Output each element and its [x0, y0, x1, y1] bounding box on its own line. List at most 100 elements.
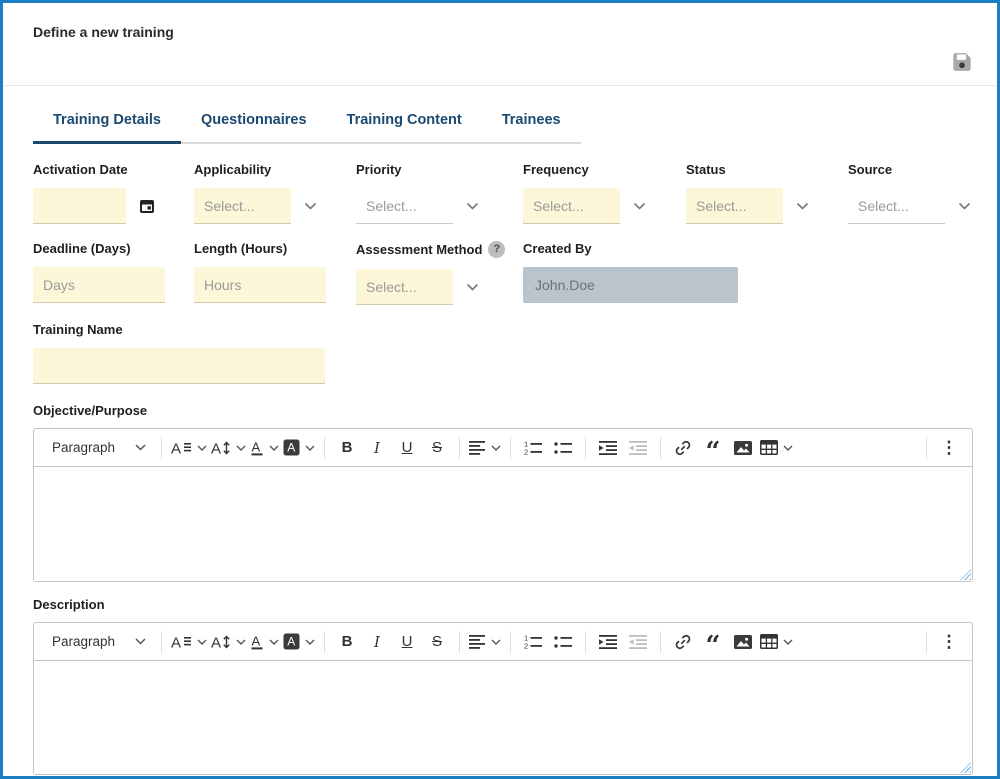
editor-resize-handle[interactable]: [960, 569, 971, 580]
priority-select[interactable]: Select...: [356, 188, 523, 224]
block-quote-button[interactable]: “: [698, 433, 728, 463]
length-label: Length (Hours): [194, 241, 288, 256]
activation-date-input[interactable]: [33, 188, 126, 224]
help-icon[interactable]: ?: [488, 241, 506, 258]
more-options-button[interactable]: ⋮: [934, 433, 964, 463]
font-family-button[interactable]: A: [169, 627, 209, 657]
save-button[interactable]: [948, 48, 976, 76]
font-background-color-button[interactable]: A: [281, 433, 317, 463]
bold-button[interactable]: B: [332, 433, 362, 463]
indent-icon: [599, 634, 617, 649]
svg-text:A: A: [211, 634, 221, 650]
length-input[interactable]: [194, 267, 326, 303]
chevron-down-icon: [633, 202, 646, 210]
chevron-down-icon: [236, 445, 246, 451]
table-icon: [760, 440, 778, 455]
assessment-method-select[interactable]: Select...: [356, 269, 523, 305]
more-options-button[interactable]: ⋮: [934, 627, 964, 657]
bulleted-list-icon: [554, 634, 572, 649]
font-family-icon: A: [171, 440, 192, 456]
underline-button[interactable]: U: [392, 433, 422, 463]
bulleted-list-button[interactable]: [548, 627, 578, 657]
chevron-down-icon: [796, 202, 809, 210]
form-row-2: Deadline (Days) Length (Hours) Assessmen…: [33, 241, 967, 305]
font-color-button[interactable]: A: [248, 627, 281, 657]
objective-editor-content[interactable]: [34, 467, 972, 581]
link-button[interactable]: [668, 627, 698, 657]
italic-button[interactable]: I: [362, 433, 392, 463]
font-family-icon: A: [171, 634, 192, 650]
deadline-input[interactable]: [33, 267, 165, 303]
toolbar-separator: [161, 436, 162, 459]
page-header: Define a new training: [3, 3, 997, 86]
editor-resize-handle[interactable]: [960, 762, 971, 773]
paragraph-style-label: Paragraph: [52, 440, 116, 455]
strikethrough-button[interactable]: S: [422, 627, 452, 657]
frequency-select[interactable]: Select...: [523, 188, 686, 224]
toolbar-separator: [459, 436, 460, 459]
insert-image-button[interactable]: [728, 627, 758, 657]
image-icon: [734, 440, 752, 455]
toolbar-separator: [161, 630, 162, 653]
toolbar-separator: [459, 630, 460, 653]
tab-training-content[interactable]: Training Content: [346, 112, 462, 128]
date-picker-button[interactable]: [138, 197, 156, 215]
insert-table-button[interactable]: [758, 433, 795, 463]
decrease-indent-button: [623, 627, 653, 657]
priority-label: Priority: [356, 162, 402, 177]
italic-button[interactable]: I: [362, 627, 392, 657]
font-size-button[interactable]: A: [209, 433, 248, 463]
bulleted-list-icon: [554, 440, 572, 455]
insert-table-button[interactable]: [758, 627, 795, 657]
paragraph-style-dropdown[interactable]: Paragraph: [42, 433, 154, 463]
font-background-color-button[interactable]: A: [281, 627, 317, 657]
applicability-select[interactable]: Select...: [194, 188, 356, 224]
tab-trainees[interactable]: Trainees: [501, 112, 561, 128]
training-name-input[interactable]: [33, 348, 325, 384]
calendar-icon: [138, 197, 156, 215]
block-quote-button[interactable]: “: [698, 627, 728, 657]
tab-questionnaires[interactable]: Questionnaires: [200, 112, 307, 128]
text-alignment-button[interactable]: [467, 433, 503, 463]
chevron-down-icon: [491, 445, 501, 451]
source-select[interactable]: Select...: [848, 188, 971, 224]
underline-button[interactable]: U: [392, 627, 422, 657]
description-label: Description: [33, 597, 105, 612]
status-select[interactable]: Select...: [686, 188, 848, 224]
created-by-input: [523, 267, 738, 303]
increase-indent-button[interactable]: [593, 627, 623, 657]
link-icon: [674, 633, 692, 651]
insert-image-button[interactable]: [728, 433, 758, 463]
chevron-down-icon: [236, 639, 246, 645]
svg-text:2: 2: [524, 642, 528, 650]
decrease-indent-button: [623, 433, 653, 463]
text-alignment-button[interactable]: [467, 627, 503, 657]
font-size-icon: A: [211, 634, 231, 650]
increase-indent-button[interactable]: [593, 433, 623, 463]
font-size-button[interactable]: A: [209, 627, 248, 657]
tab-bar: Training Details Questionnaires Training…: [33, 112, 581, 144]
strikethrough-button[interactable]: S: [422, 433, 452, 463]
field-length: Length (Hours): [194, 241, 356, 305]
paragraph-style-dropdown[interactable]: Paragraph: [42, 627, 154, 657]
font-family-button[interactable]: A: [169, 433, 209, 463]
font-background-color-icon: A: [283, 439, 300, 456]
description-editor-content[interactable]: [34, 661, 972, 774]
toolbar-separator: [324, 630, 325, 653]
tab-training-details[interactable]: Training Details: [33, 112, 181, 144]
chevron-down-icon: [304, 202, 317, 210]
bold-button[interactable]: B: [332, 627, 362, 657]
bulleted-list-button[interactable]: [548, 433, 578, 463]
frequency-placeholder: Select...: [533, 197, 584, 214]
objective-rich-text-editor: Paragraph A A A: [33, 428, 973, 582]
indent-icon: [599, 440, 617, 455]
chevron-down-icon: [269, 445, 279, 451]
assessment-method-placeholder: Select...: [366, 278, 417, 295]
font-color-button[interactable]: A: [248, 433, 281, 463]
font-size-icon: A: [211, 440, 231, 456]
link-button[interactable]: [668, 433, 698, 463]
toolbar-separator: [926, 630, 927, 653]
created-by-label: Created By: [523, 241, 592, 256]
